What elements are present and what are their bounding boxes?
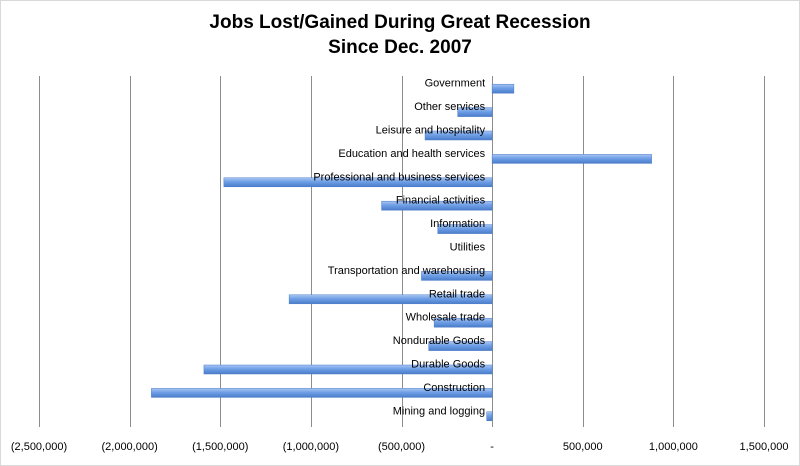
category-label: Other services xyxy=(414,101,485,113)
x-tick-label: (2,000,000) xyxy=(101,441,157,453)
x-tick-label: (500,000) xyxy=(378,441,425,453)
bar xyxy=(223,177,493,188)
category-label: Information xyxy=(430,218,485,230)
bar xyxy=(437,224,493,234)
chart-title-line2: Since Dec. 2007 xyxy=(328,37,472,58)
x-tick-label: (1,000,000) xyxy=(283,441,339,453)
bar xyxy=(486,411,493,422)
bar xyxy=(491,83,515,94)
x-tick-labels: (2,500,000) (2,000,000) (1,500,000) (1,000,… xyxy=(11,441,789,453)
x-tick-label: (2,500,000) xyxy=(11,441,67,453)
bar xyxy=(421,271,493,281)
category-labels: Mining and logging Construction Durable Go… xyxy=(313,78,485,418)
category-label: Mining and logging xyxy=(393,405,485,417)
category-label: Nondurable Goods xyxy=(393,335,486,347)
category-label: Financial activities xyxy=(396,195,486,207)
x-tick-label: (1,500,000) xyxy=(192,441,248,453)
x-tick-label: - xyxy=(490,441,494,453)
category-label: Construction xyxy=(423,382,485,394)
category-label: Education and health services xyxy=(338,148,485,160)
x-tick-label: 1,000,000 xyxy=(649,441,698,453)
category-label: Professional and business services xyxy=(313,171,485,183)
chart-title: Jobs Lost/Gained During Great Recession … xyxy=(0,10,800,60)
x-tick-label: 500,000 xyxy=(563,441,603,453)
bar xyxy=(203,364,493,375)
bar xyxy=(381,200,493,211)
bar xyxy=(491,154,652,164)
chart-title-line1: Jobs Lost/Gained During Great Recession xyxy=(209,12,591,33)
category-label: Leisure and hospitality xyxy=(376,125,486,137)
bar xyxy=(457,107,493,117)
bars xyxy=(151,83,652,422)
category-label: Transportation and warehousing xyxy=(328,265,485,277)
bar xyxy=(433,317,493,328)
category-label: Durable Goods xyxy=(411,359,485,371)
bar xyxy=(424,130,493,141)
bar xyxy=(151,388,493,398)
x-tick-label: 1,500,000 xyxy=(740,441,789,453)
category-label: Wholesale trade xyxy=(406,312,486,324)
category-label: Utilities xyxy=(450,242,486,254)
category-label: Retail trade xyxy=(429,288,485,300)
bar xyxy=(288,294,493,305)
category-label: Government xyxy=(425,78,486,90)
bar xyxy=(428,341,493,351)
